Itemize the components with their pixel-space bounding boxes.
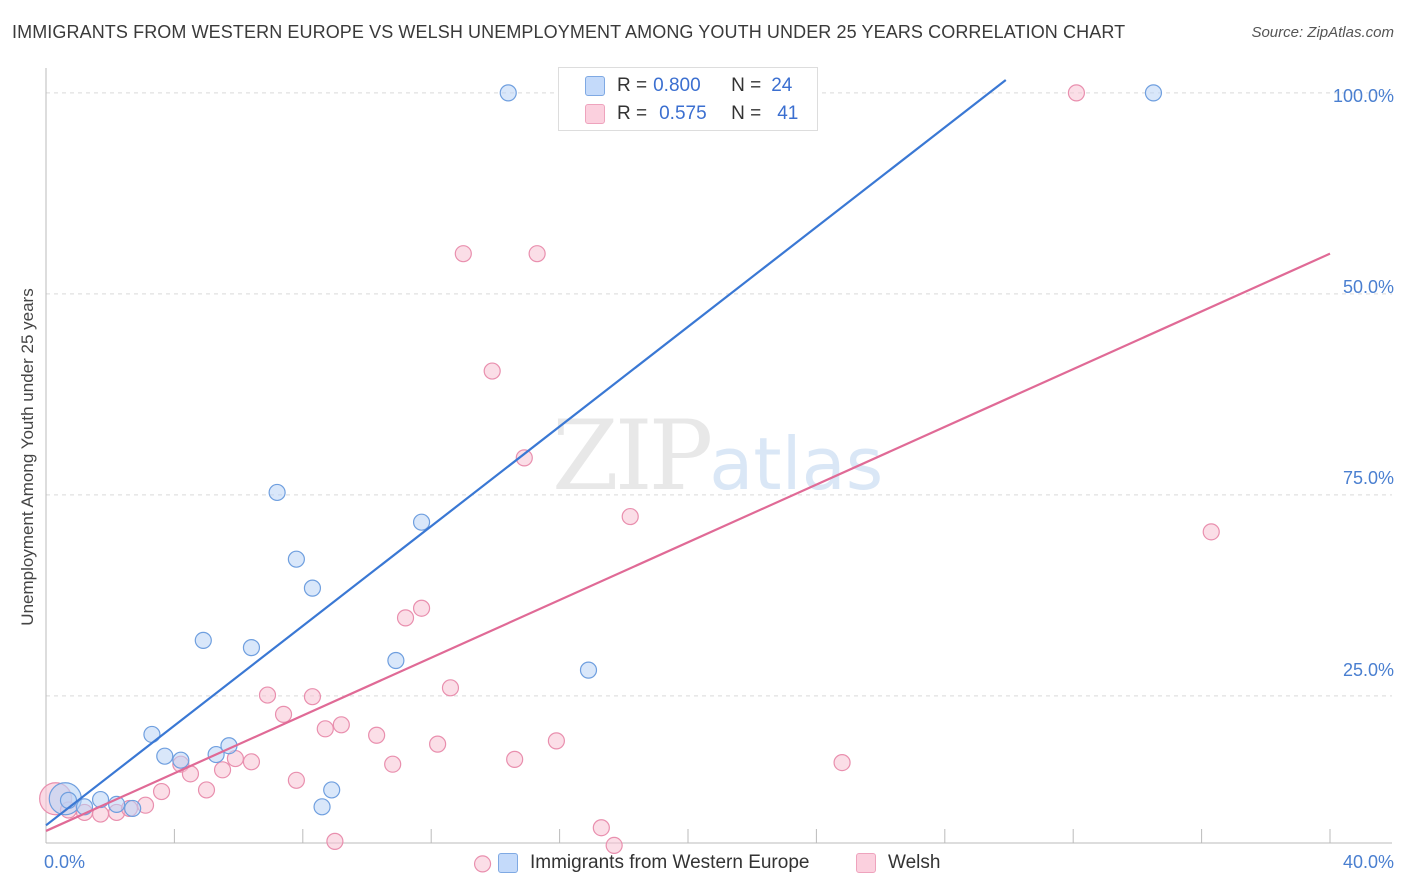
immigrants-point — [194, 631, 212, 649]
immigrants-point — [124, 799, 142, 818]
immigrants-point — [303, 579, 322, 597]
correlation-legend: R = 0.800 N = 24 R = 0.575 N = 41 — [558, 67, 818, 131]
y-tick-label: 25.0% — [1342, 660, 1394, 680]
immigrants-point — [387, 651, 405, 670]
y-axis-label: Unemployment Among Youth under 25 years — [18, 288, 37, 626]
welsh-point — [454, 245, 472, 263]
n-label: N = — [731, 75, 762, 96]
r-label: R = — [617, 103, 648, 124]
welsh-point — [242, 753, 261, 771]
y-tick-label: 75.0% — [1342, 468, 1394, 488]
y-tick-label: 100.0% — [1332, 86, 1394, 106]
welsh-point — [506, 750, 524, 768]
welsh-point — [326, 832, 344, 850]
welsh-point — [483, 362, 501, 380]
x-tick-label-min: 0.0% — [44, 852, 86, 872]
welsh-point — [384, 755, 402, 773]
immigrants-point — [1144, 84, 1163, 102]
welsh-point — [605, 836, 623, 855]
legend-label: Welsh — [888, 852, 941, 873]
immigrants-point — [499, 84, 517, 102]
source-label: Source: ZipAtlas.com — [1251, 24, 1394, 41]
welsh-point — [274, 705, 293, 723]
welsh-point — [473, 855, 492, 873]
welsh-point — [152, 782, 171, 801]
welsh-point — [621, 507, 639, 526]
welsh-trend-line — [45, 252, 1331, 832]
legend-row-welsh: R = 0.575 N = 41 — [585, 102, 798, 126]
welsh-point — [332, 716, 350, 734]
welsh-point — [368, 726, 386, 744]
welsh-point — [1067, 84, 1086, 102]
welsh-point — [303, 688, 322, 706]
welsh-point — [592, 819, 610, 837]
blue-swatch-icon — [585, 76, 605, 96]
watermark-atlas: atlas — [709, 422, 884, 506]
welsh-point — [441, 679, 460, 697]
x-tick-label-max: 40.0% — [1342, 852, 1394, 872]
n-value: 41 — [777, 103, 799, 124]
welsh-point — [287, 771, 305, 789]
blue-swatch-icon — [498, 853, 518, 873]
immigrants-point — [323, 781, 341, 799]
pink-swatch-icon — [585, 104, 605, 124]
n-label: N = — [731, 103, 762, 124]
watermark: ZIPatlas — [552, 400, 883, 512]
welsh-point — [833, 753, 851, 772]
welsh-point — [213, 761, 232, 779]
immigrants-point — [242, 639, 261, 657]
immigrants-point — [156, 747, 174, 765]
welsh-point — [429, 735, 447, 753]
welsh-point — [1202, 523, 1220, 541]
welsh-point — [515, 449, 533, 467]
welsh-point — [316, 720, 334, 738]
r-value: 0.575 — [659, 103, 707, 124]
immigrants-point — [579, 661, 598, 679]
legend-item-immigrants: Immigrants from Western Europe — [498, 852, 809, 874]
y-tick-label: 50.0% — [1342, 277, 1394, 297]
watermark-zip: ZIP — [552, 400, 713, 512]
immigrants-point — [172, 751, 190, 769]
welsh-point — [528, 245, 546, 263]
welsh-point — [197, 781, 216, 799]
legend-row-immigrants: R = 0.800 N = 24 — [585, 74, 792, 98]
n-value: 24 — [771, 75, 793, 96]
welsh-point — [412, 599, 431, 617]
immigrants-point — [91, 790, 110, 809]
immigrants-point — [287, 550, 305, 568]
r-label: R = — [617, 75, 648, 96]
welsh-point — [547, 732, 565, 750]
welsh-point — [396, 609, 415, 627]
r-value: 0.800 — [653, 75, 701, 96]
chart-title: IMMIGRANTS FROM WESTERN EUROPE VS WELSH … — [12, 22, 1126, 42]
immigrants-point — [268, 483, 286, 502]
immigrants-point — [313, 798, 331, 816]
immigrants-point — [412, 513, 431, 531]
pink-swatch-icon — [856, 853, 876, 873]
legend-label: Immigrants from Western Europe — [530, 852, 810, 873]
immigrants-trend-line — [45, 79, 1007, 827]
immigrants-point — [59, 791, 78, 809]
welsh-point — [258, 686, 277, 704]
legend-item-welsh: Welsh — [856, 852, 940, 874]
